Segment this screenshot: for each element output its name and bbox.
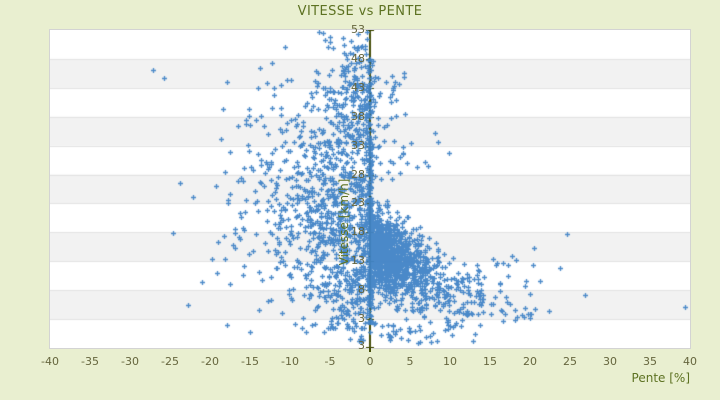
x-tick-label: 35 — [643, 355, 657, 368]
x-tick-label: 15 — [483, 355, 497, 368]
x-tick-label: 10 — [443, 355, 457, 368]
x-tick-label: 5 — [406, 355, 414, 368]
x-tick-label: 0 — [366, 355, 374, 368]
scatter-plot-canvas[interactable] — [50, 30, 690, 348]
x-tick-label: 20 — [523, 355, 537, 368]
chart-title: VITESSE vs PENTE — [297, 4, 423, 19]
x-tick-label: -35 — [81, 355, 99, 368]
x-tick-label: -15 — [241, 355, 259, 368]
x-tick-label: -40 — [41, 355, 59, 368]
x-tick-label: 25 — [563, 355, 577, 368]
x-tick-label: 30 — [603, 355, 617, 368]
x-tick-label: -20 — [201, 355, 219, 368]
x-tick-label: -30 — [121, 355, 139, 368]
x-tick-label: -5 — [324, 355, 336, 368]
x-tick-label: 40 — [683, 355, 697, 368]
x-tick-label: -10 — [281, 355, 299, 368]
x-zero-axis-extension-tick — [369, 348, 371, 352]
x-tick-label: -25 — [161, 355, 179, 368]
x-axis-title: Pente [%] — [631, 371, 690, 385]
plot-area — [49, 29, 691, 349]
